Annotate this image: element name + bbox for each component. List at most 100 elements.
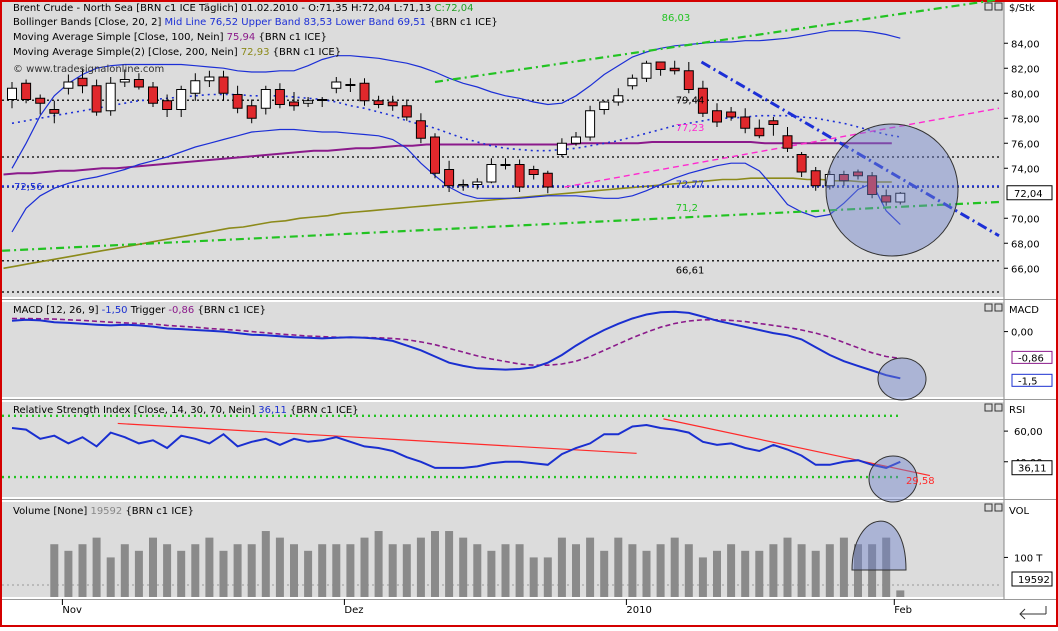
volume-bar bbox=[755, 550, 764, 597]
candle-body bbox=[824, 174, 835, 187]
close-button[interactable] bbox=[994, 503, 1003, 512]
close-button[interactable] bbox=[994, 403, 1003, 412]
volume-bar bbox=[219, 550, 228, 597]
resize-arrow-icon[interactable] bbox=[1019, 606, 1047, 620]
downtrend-line bbox=[700, 60, 1000, 238]
candle-body bbox=[641, 62, 652, 79]
candle-body bbox=[669, 67, 680, 72]
y-tick-label: 70,00 bbox=[1011, 214, 1040, 225]
legend-bollinger: Bollinger Bands [Close, 20, 2] Mid Line … bbox=[13, 17, 498, 28]
y-tick-label: 68,00 bbox=[1011, 239, 1040, 250]
candle-body bbox=[289, 101, 299, 107]
restore-button[interactable] bbox=[984, 503, 993, 512]
volume-bar bbox=[501, 544, 510, 597]
candle-body bbox=[49, 109, 60, 114]
candle-body bbox=[444, 169, 455, 187]
macd-axis-title: MACD bbox=[1009, 305, 1039, 316]
candle-body bbox=[627, 77, 638, 87]
volume-bar bbox=[529, 557, 538, 597]
legend-macd: MACD [12, 26, 9] -1,50 Trigger -0,86 {BR… bbox=[13, 305, 266, 316]
candle-body bbox=[21, 82, 32, 100]
restore-button[interactable] bbox=[984, 303, 993, 312]
candle-body bbox=[77, 77, 88, 87]
volume-bar bbox=[106, 557, 115, 597]
price-annotation: 86,03 bbox=[662, 13, 691, 24]
volume-bar bbox=[741, 550, 750, 597]
volume-bar bbox=[684, 544, 693, 597]
candle-body bbox=[712, 110, 722, 123]
candle-body bbox=[345, 84, 356, 86]
candle-body bbox=[401, 105, 412, 118]
price-annotation: 66,61 bbox=[676, 266, 705, 277]
last-value-tag bbox=[1006, 185, 1053, 201]
x-tick-label: Feb bbox=[894, 605, 912, 616]
price-annotation: 79,44 bbox=[676, 96, 705, 107]
candle-body bbox=[697, 87, 708, 114]
ma100-line bbox=[3, 141, 892, 176]
candle-body bbox=[571, 136, 581, 144]
volume-bar bbox=[78, 544, 87, 597]
volume-bar bbox=[670, 537, 679, 597]
volume-bar bbox=[388, 544, 397, 597]
y-tick-label: 84,00 bbox=[1011, 39, 1040, 50]
volume-bar bbox=[614, 537, 623, 597]
macd-value-tag bbox=[1011, 350, 1053, 364]
restore-button[interactable] bbox=[984, 403, 993, 412]
volume-bar bbox=[783, 537, 792, 597]
volume-bar bbox=[515, 544, 524, 597]
volume-bar bbox=[825, 544, 834, 597]
volume-bar bbox=[543, 557, 552, 597]
volume-value-tag bbox=[1011, 571, 1053, 587]
y-tick-label: 0,00 bbox=[1011, 328, 1033, 339]
candle-body bbox=[458, 184, 469, 187]
volume-bar bbox=[290, 544, 298, 597]
volume-bar bbox=[557, 537, 566, 597]
rsi-value-label: 36,11 bbox=[1018, 464, 1047, 475]
volume-bar bbox=[896, 590, 905, 597]
candle-body bbox=[133, 79, 144, 88]
candle-body bbox=[91, 85, 102, 113]
candle-body bbox=[274, 89, 285, 105]
green-channel-upper bbox=[434, 0, 1000, 84]
candle-body bbox=[853, 171, 863, 177]
price-annotation: 72,77 bbox=[676, 179, 705, 190]
candle-body bbox=[740, 116, 751, 129]
volume-bar bbox=[854, 544, 862, 597]
y-tick-label: 74,00 bbox=[1011, 164, 1040, 175]
y-tick-label: 78,00 bbox=[1011, 114, 1040, 125]
candle-body bbox=[373, 100, 384, 105]
volume-bar bbox=[698, 557, 707, 597]
volume-bar bbox=[445, 531, 454, 597]
bollinger-upper-line bbox=[11, 30, 901, 169]
y-tick-label: 66,00 bbox=[1011, 264, 1040, 275]
watermark: © www.tradesignalonline.com bbox=[13, 64, 164, 75]
restore-button[interactable] bbox=[984, 2, 993, 11]
candle-body bbox=[556, 142, 567, 155]
volume-bar bbox=[628, 544, 637, 597]
candle-body bbox=[63, 81, 74, 89]
main-legend: Brent Crude - North Sea [BRN c1 ICE Tägl… bbox=[13, 3, 498, 75]
volume-bar bbox=[247, 544, 256, 597]
volume-bar bbox=[50, 544, 59, 597]
volume-bar bbox=[473, 544, 482, 597]
volume-bar bbox=[191, 544, 200, 597]
candle-body bbox=[585, 110, 596, 138]
candle-body bbox=[260, 89, 271, 109]
candle-body bbox=[331, 81, 342, 89]
volume-axis-title: VOL bbox=[1009, 506, 1030, 517]
close-button[interactable] bbox=[994, 303, 1003, 312]
main-panel bbox=[2, 2, 1004, 297]
volume-bar bbox=[431, 531, 439, 597]
macd-panel bbox=[2, 302, 1004, 397]
close-button[interactable] bbox=[994, 2, 1003, 11]
volume-bar bbox=[92, 537, 101, 597]
y-tick-label: 76,00 bbox=[1011, 139, 1040, 150]
volume-bar bbox=[769, 544, 778, 597]
window-buttons bbox=[984, 2, 1003, 512]
volume-bar bbox=[177, 550, 186, 597]
highlight-circle bbox=[825, 123, 959, 257]
candle-body bbox=[754, 127, 765, 137]
volume-bar bbox=[275, 537, 284, 597]
legend-ma200: Moving Average Simple(2) [Close, 200, Ne… bbox=[13, 47, 341, 58]
